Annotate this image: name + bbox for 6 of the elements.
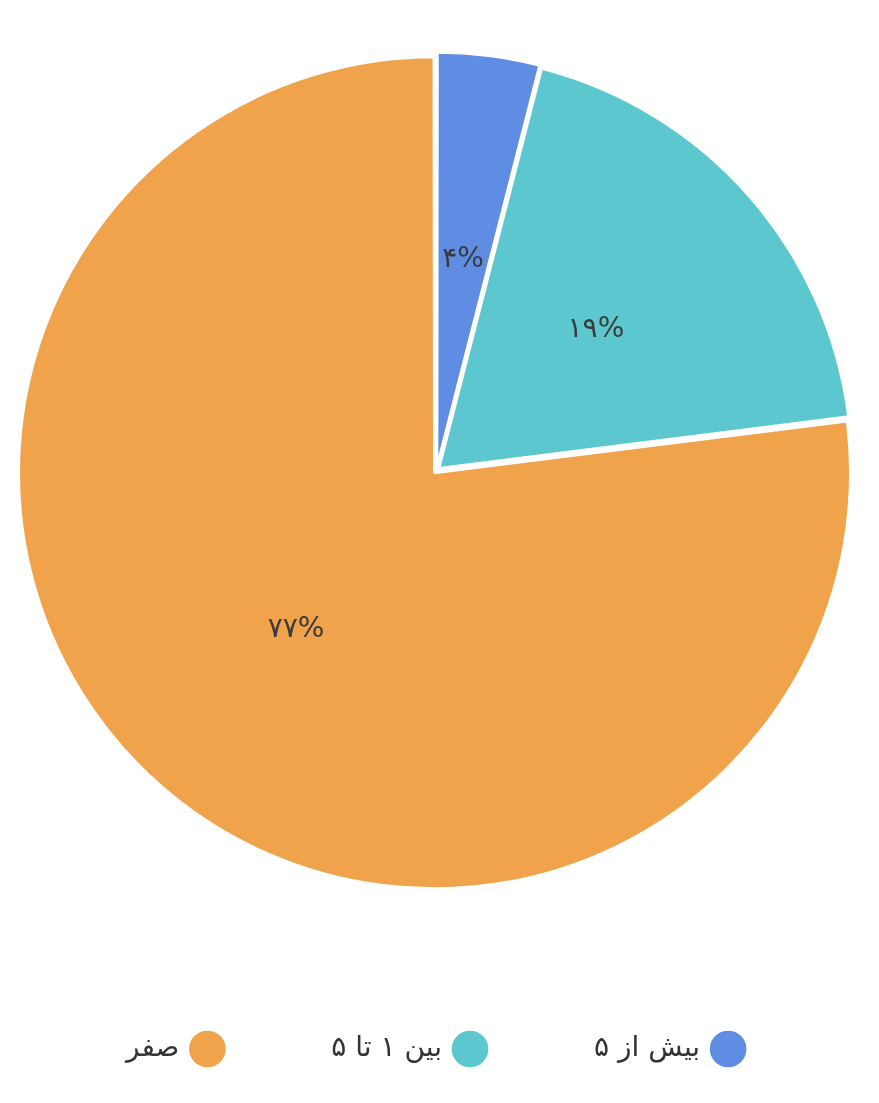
legend-label: بین ۱ تا ۵ <box>331 1030 443 1064</box>
legend-label: صفر <box>124 1030 180 1064</box>
data-label: ۴% <box>442 240 484 274</box>
data-label: ۷۷% <box>267 611 325 645</box>
data-label: ۱۹% <box>567 311 625 345</box>
legend-label: بیش از ۵ <box>594 1030 701 1064</box>
